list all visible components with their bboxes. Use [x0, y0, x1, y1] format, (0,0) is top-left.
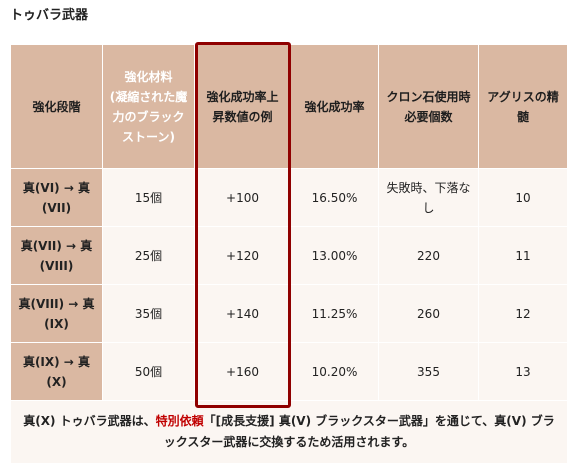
cell-cron: 355	[378, 342, 479, 401]
page-title: トゥバラ武器	[10, 8, 89, 23]
header-stage: 強化段階	[10, 44, 103, 169]
cell-stage: 真(VI) → 真(VII)	[10, 168, 103, 227]
note-after: 「[成長支援] 真(V) ブラックスター武器」を通じて、真(V) ブラックスター…	[163, 414, 555, 449]
table-row: 真(VIII) → 真(IX) 35個 +140 11.25% 260 12	[10, 284, 568, 343]
cell-material: 50個	[102, 342, 195, 401]
note-highlight: 特別依頼	[155, 414, 204, 428]
cell-rate-up: +100	[194, 168, 291, 227]
note-text: 真(X) トゥバラ武器は、特別依頼「[成長支援] 真(V) ブラックスター武器」…	[10, 400, 568, 464]
cell-stage: 真(VIII) → 真(IX)	[10, 284, 103, 343]
note-row: 真(X) トゥバラ武器は、特別依頼「[成長支援] 真(V) ブラックスター武器」…	[10, 400, 568, 464]
cell-rate: 16.50%	[290, 168, 379, 227]
header-agris: アグリスの精髄	[478, 44, 568, 169]
cell-agris: 13	[478, 342, 568, 401]
cell-rate: 10.20%	[290, 342, 379, 401]
cell-material: 35個	[102, 284, 195, 343]
header-material: 強化材料 (凝縮された魔力のブラックストーン)	[102, 44, 195, 169]
enhancement-table: 強化段階 強化材料 (凝縮された魔力のブラックストーン) 強化成功率上昇数値の例…	[10, 44, 568, 464]
cell-cron: 失敗時、下落なし	[378, 168, 479, 227]
cell-rate: 11.25%	[290, 284, 379, 343]
table-row: 真(IX) → 真(X) 50個 +160 10.20% 355 13	[10, 342, 568, 401]
cell-cron: 220	[378, 226, 479, 285]
header-rate-up: 強化成功率上昇数値の例	[194, 44, 291, 169]
cell-stage: 真(IX) → 真(X)	[10, 342, 103, 401]
table-row: 真(VI) → 真(VII) 15個 +100 16.50% 失敗時、下落なし …	[10, 168, 568, 227]
header-rate: 強化成功率	[290, 44, 379, 169]
table-header-row: 強化段階 強化材料 (凝縮された魔力のブラックストーン) 強化成功率上昇数値の例…	[10, 44, 568, 169]
cell-material: 15個	[102, 168, 195, 227]
cell-rate-up: +140	[194, 284, 291, 343]
cell-agris: 11	[478, 226, 568, 285]
cell-rate: 13.00%	[290, 226, 379, 285]
header-cron: クロン石使用時必要個数	[378, 44, 479, 169]
cell-agris: 10	[478, 168, 568, 227]
cell-cron: 260	[378, 284, 479, 343]
header-material-sub: (凝縮された魔力のブラックストーン)	[109, 89, 188, 144]
cell-stage: 真(VII) → 真(VIII)	[10, 226, 103, 285]
cell-rate-up: +160	[194, 342, 291, 401]
header-material-main: 強化材料	[124, 69, 173, 84]
cell-agris: 12	[478, 284, 568, 343]
table-row: 真(VII) → 真(VIII) 25個 +120 13.00% 220 11	[10, 226, 568, 285]
cell-rate-up: +120	[194, 226, 291, 285]
note-before: 真(X) トゥバラ武器は、	[23, 414, 156, 428]
cell-material: 25個	[102, 226, 195, 285]
